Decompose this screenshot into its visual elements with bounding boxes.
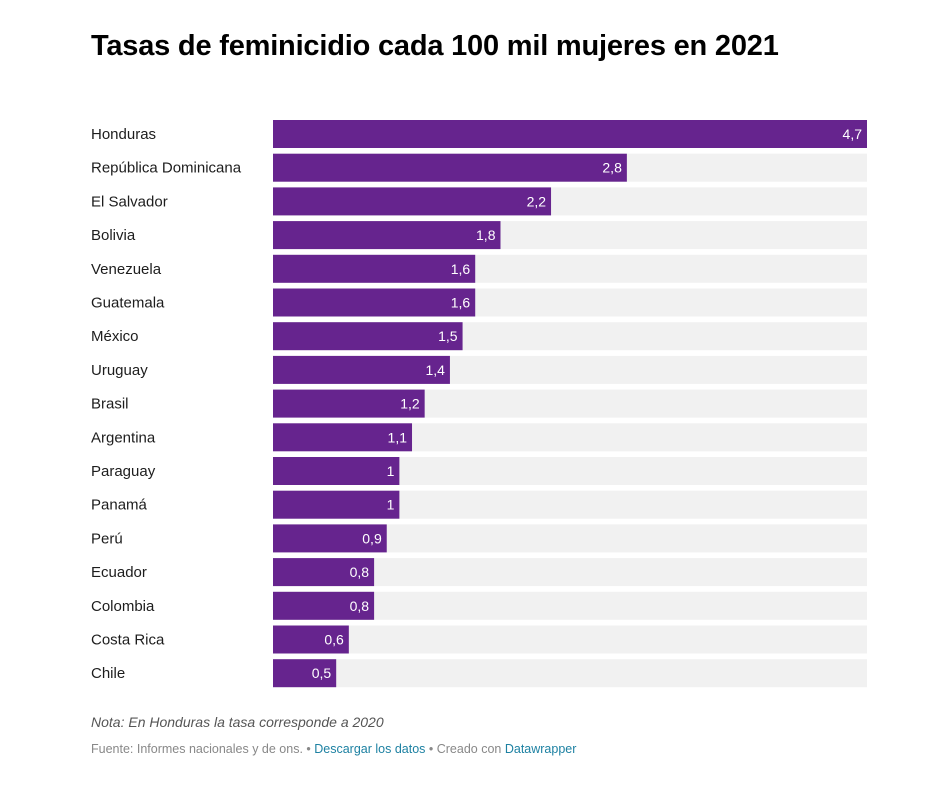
bar-venezuela[interactable] bbox=[273, 254, 476, 283]
value-label-paraguay: 1 bbox=[387, 463, 395, 479]
value-label-mexico: 1,5 bbox=[438, 328, 458, 344]
value-label-uruguay: 1,4 bbox=[425, 362, 445, 378]
bar-argentina[interactable] bbox=[273, 423, 413, 452]
value-label-chile: 0,5 bbox=[312, 665, 332, 681]
row-label-panama: Panamá bbox=[91, 497, 148, 514]
row-label-republica-dominicana: República Dominicana bbox=[91, 160, 242, 177]
chart-title: Tasas de feminicidio cada 100 mil mujere… bbox=[91, 30, 779, 62]
value-label-republica-dominicana: 2,8 bbox=[602, 160, 622, 176]
value-label-honduras: 4,7 bbox=[843, 126, 863, 142]
row-label-ecuador: Ecuador bbox=[91, 564, 147, 581]
bar-chart: Honduras 4,7 República Dominicana 2,8 El Sal… bbox=[91, 120, 867, 688]
row-label-honduras: Honduras bbox=[91, 126, 156, 143]
row-label-venezuela: Venezuela bbox=[91, 261, 162, 278]
bar-el-salvador[interactable] bbox=[273, 187, 552, 216]
bar-republica-dominicana[interactable] bbox=[273, 153, 627, 182]
chart-note: Nota: En Honduras la tasa corresponde a … bbox=[91, 714, 384, 730]
bar-track-costa-rica bbox=[273, 625, 867, 654]
value-label-ecuador: 0,8 bbox=[350, 564, 370, 580]
bar-mexico[interactable] bbox=[273, 322, 463, 351]
row-label-colombia: Colombia bbox=[91, 598, 155, 615]
bar-brasil[interactable] bbox=[273, 389, 425, 418]
row-label-argentina: Argentina bbox=[91, 429, 156, 446]
row-label-mexico: México bbox=[91, 328, 139, 345]
bar-paraguay[interactable] bbox=[273, 457, 400, 485]
row-label-el-salvador: El Salvador bbox=[91, 193, 168, 210]
value-label-el-salvador: 2,2 bbox=[527, 193, 547, 209]
row-label-chile: Chile bbox=[91, 665, 125, 682]
row-label-uruguay: Uruguay bbox=[91, 362, 148, 379]
value-label-peru: 0,9 bbox=[362, 530, 382, 546]
datawrapper-link[interactable]: Datawrapper bbox=[504, 742, 577, 756]
bar-uruguay[interactable] bbox=[273, 355, 450, 384]
bar-panama[interactable] bbox=[273, 490, 400, 519]
created-with-text: • Creado con bbox=[425, 742, 505, 756]
value-label-venezuela: 1,6 bbox=[451, 261, 471, 277]
bar-peru[interactable] bbox=[273, 524, 387, 553]
bar-track-chile bbox=[273, 659, 867, 688]
row-label-paraguay: Paraguay bbox=[91, 463, 156, 480]
value-label-brasil: 1,2 bbox=[400, 396, 420, 412]
value-label-colombia: 0,8 bbox=[350, 598, 370, 614]
row-label-bolivia: Bolivia bbox=[91, 227, 136, 244]
row-label-brasil: Brasil bbox=[91, 396, 129, 413]
chart-footer: Fuente: Informes nacionales y de ons. • … bbox=[91, 742, 576, 756]
source-text: Fuente: Informes nacionales y de ons. • bbox=[91, 742, 315, 756]
value-label-costa-rica: 0,6 bbox=[324, 632, 344, 648]
bar-ecuador[interactable] bbox=[273, 558, 375, 587]
row-label-guatemala: Guatemala bbox=[91, 295, 165, 312]
bar-chile[interactable] bbox=[273, 659, 337, 688]
row-label-costa-rica: Costa Rica bbox=[91, 632, 165, 649]
value-label-bolivia: 1,8 bbox=[476, 227, 496, 243]
bar-colombia[interactable] bbox=[273, 591, 375, 620]
bar-costa-rica[interactable] bbox=[273, 625, 349, 654]
bar-honduras[interactable] bbox=[273, 120, 867, 148]
value-label-panama: 1 bbox=[387, 497, 395, 513]
value-label-guatemala: 1,6 bbox=[451, 295, 471, 311]
value-label-argentina: 1,1 bbox=[388, 429, 408, 445]
bar-bolivia[interactable] bbox=[273, 221, 501, 250]
download-data-link[interactable]: Descargar los datos bbox=[314, 742, 426, 756]
bar-guatemala[interactable] bbox=[273, 288, 476, 317]
row-label-peru: Perú bbox=[91, 530, 123, 547]
